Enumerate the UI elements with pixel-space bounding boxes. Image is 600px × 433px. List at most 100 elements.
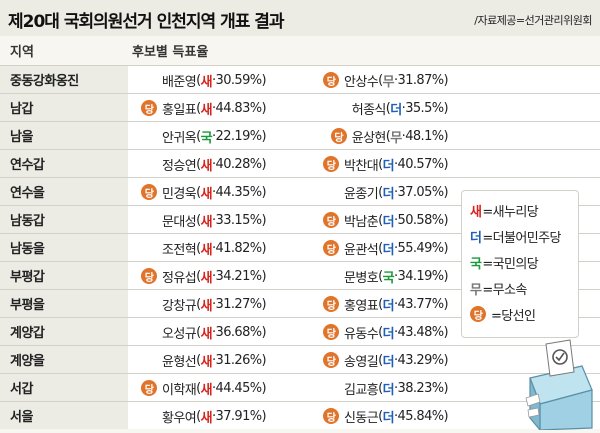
separator: · [401,128,406,144]
candidate-c2: 당 홍영표(더 · 43.77%) [323,294,449,314]
paren-close: ) [261,72,267,88]
separator: · [393,212,398,228]
paren-open: ( [378,324,383,340]
candidate-name: 문대성 [162,214,197,230]
party-mark: 국 [200,130,213,146]
separator: · [393,408,398,424]
paren-close: ) [443,100,449,116]
winner-badge-icon: 당 [323,352,340,368]
paren-close: ) [261,268,267,284]
vote-share: 37.05% [397,184,445,200]
region-name: 남동갑 [10,214,45,229]
party-mark: 국 [382,270,395,286]
region-name: 서갑 [10,382,33,397]
table-row: 남을 안귀옥(국 · 22.19%) 당 윤상현(무 · 48.1%) [0,121,600,149]
separator: · [393,72,398,88]
paren-close: ) [261,240,267,256]
party-mark: 더 [382,158,395,174]
candidate-name: 안귀옥 [162,130,197,146]
vote-share: 44.35% [215,184,263,200]
separator: · [211,240,216,256]
paren-open: ( [378,184,383,200]
paren-open: ( [196,156,201,172]
party-mark: 더 [390,102,402,118]
paren-open: ( [196,296,201,312]
vote-share: 44.45% [215,380,263,396]
paren-close: ) [443,324,449,340]
paren-close: ) [443,352,449,368]
separator: · [393,352,398,368]
paren-open: ( [196,128,201,144]
candidate-name: 정승연 [162,158,197,174]
candidate-cell-bg [128,374,600,401]
region-cell-bg [0,178,128,205]
paren-open: ( [196,408,201,424]
winner-badge-icon: 당 [323,156,340,172]
table-row: 서갑 당 이학재(새 · 44.45%) 김교흥(더 · 38.23%) [0,373,600,401]
party-mark: 새 [200,242,213,258]
region-name: 계양갑 [10,326,45,341]
candidate-name: 오성규 [162,326,197,342]
party-mark: 더 [382,382,395,398]
table-row: 중동강화옹진 배준영(새 · 30.59%) 당 안상수(무 · 31.87%) [0,65,600,93]
legend-key: 새 [470,204,482,220]
candidate-c1: 배준영(새 · 30.59%) [162,70,267,90]
vote-share: 34.19% [397,268,445,284]
region-name: 중동강화옹진 [10,74,79,89]
party-mark: 새 [200,354,213,370]
legend-text: =더불어민주당 [482,230,561,246]
paren-close: ) [443,212,449,228]
paren-close: ) [443,184,449,200]
paren-close: ) [261,352,267,368]
winner-badge-icon: 당 [141,268,158,284]
legend-text: =국민의당 [482,256,539,272]
separator: · [393,324,398,340]
paren-open: ( [378,156,383,172]
candidate-name: 민경욱 [162,186,197,202]
candidate-name: 강창규 [162,298,197,314]
paren-close: ) [261,380,267,396]
vote-share: 31.27% [215,296,263,312]
winner-badge-icon: 당 [141,100,158,116]
candidate-c2: 김교흥(더 · 38.23%) [344,378,449,398]
vote-share: 35.5% [405,100,444,116]
candidate-cell-bg [128,66,600,93]
paren-open: ( [378,212,383,228]
candidate-cell-bg [128,94,600,121]
separator: · [211,100,216,116]
region-cell-bg [0,290,128,317]
party-mark: 더 [382,354,395,370]
separator: · [211,380,216,396]
paren-open: ( [196,184,201,200]
candidate-name: 허종식 [351,102,387,118]
region-cell-bg [0,374,128,401]
separator: · [393,296,398,312]
region-name: 서을 [10,410,33,425]
region-name: 남갑 [10,102,33,117]
vote-share: 50.58% [397,212,445,228]
party-mark: 새 [200,410,213,426]
candidate-name: 안상수 [344,74,379,90]
separator: · [211,296,216,312]
vote-share: 43.77% [397,296,445,312]
vote-share: 55.49% [397,240,445,256]
region-cell-bg [0,234,128,261]
candidate-c1: 당 민경욱(새 · 44.35%) [141,182,267,202]
region-name: 계양을 [10,354,45,369]
party-mark: 무 [390,130,402,146]
candidate-c2: 문병호(국 · 34.19%) [344,266,449,286]
winner-badge-icon: 당 [141,380,158,396]
candidate-cell-bg [128,150,600,177]
winner-badge-icon: 당 [323,212,340,228]
candidate-name: 송영길 [344,354,379,370]
paren-close: ) [261,212,267,228]
winner-badge-icon: 당 [141,184,158,200]
paren-open: ( [385,100,391,116]
vote-share: 44.83% [215,100,263,116]
candidate-name: 이학재 [162,382,197,398]
paren-close: ) [443,156,449,172]
winner-badge-icon: 당 [330,128,347,144]
legend-item: 더 =더불어민주당 [470,223,570,249]
legend-item: 새 =새누리당 [470,197,570,223]
